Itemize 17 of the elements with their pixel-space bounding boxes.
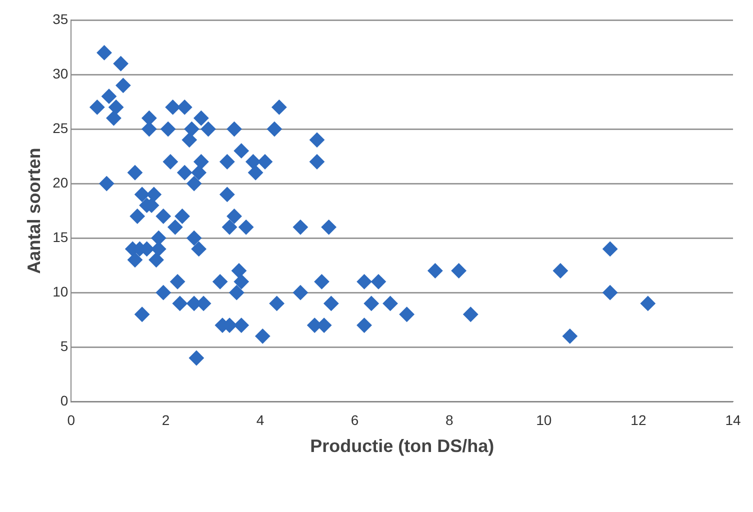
x-tick-label: 12 bbox=[630, 412, 646, 428]
x-tick-label: 8 bbox=[445, 412, 454, 428]
y-tick-label: 0 bbox=[60, 392, 68, 408]
y-tick-label: 25 bbox=[52, 120, 68, 136]
y-tick-label: 20 bbox=[52, 174, 68, 190]
x-tick-label: 10 bbox=[536, 412, 552, 428]
y-axis-title: Aantal soorten bbox=[24, 148, 44, 274]
x-tick-label: 2 bbox=[162, 412, 170, 428]
x-tick-label: 6 bbox=[350, 412, 359, 428]
y-tick-label: 30 bbox=[52, 65, 68, 82]
y-tick-label: 5 bbox=[60, 338, 68, 354]
y-tick-label: 15 bbox=[52, 228, 68, 245]
y-tick-label: 10 bbox=[52, 283, 68, 300]
x-axis-title: Productie (ton DS/ha) bbox=[310, 436, 494, 456]
y-tick-label: 35 bbox=[52, 10, 68, 27]
x-tick-label: 14 bbox=[725, 412, 741, 428]
x-tick-label: 4 bbox=[256, 412, 264, 428]
